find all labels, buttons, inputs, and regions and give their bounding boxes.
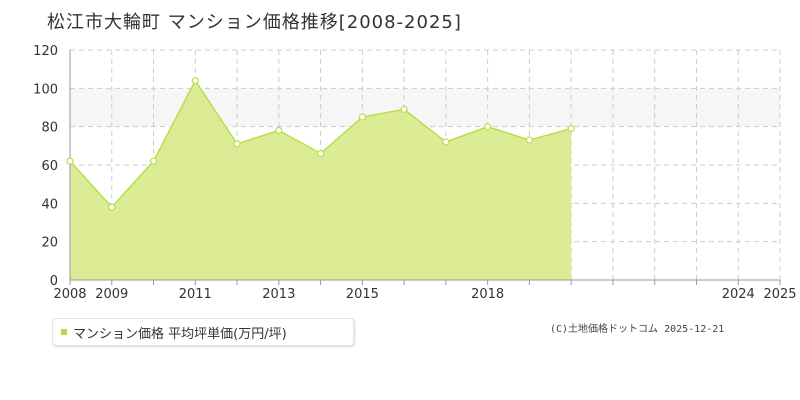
data-point [567,124,575,133]
legend-label: マンション価格 平均坪単価(万円/坪) [73,326,287,342]
legend: マンション価格 平均坪単価(万円/坪) [52,318,354,346]
x-tick-label: 2008 [53,287,86,302]
data-point [400,105,408,114]
data-point [525,136,534,144]
axes [69,50,781,285]
x-tick-label: 2013 [262,287,295,302]
y-tick-label: 40 [41,197,58,212]
x-tick-labels: 2008 2009 2011 2013 2015 2018 2024 2025 [53,287,796,302]
x-tick-label: 2011 [179,287,212,302]
data-point [108,203,116,211]
x-tick-label: 2018 [471,287,504,302]
data-point [66,157,74,165]
x-tick-label: 2024 [722,287,755,302]
data-point [484,123,492,131]
y-tick-label: 80 [41,121,58,136]
data-point [358,113,366,121]
y-tick-label: 20 [41,236,58,251]
y-tick-label: 100 [33,82,58,97]
data-point [442,138,450,146]
y-tick-label: 0 [50,274,58,289]
data-point [233,140,241,148]
x-tick-label: 2015 [346,287,379,302]
legend-marker [61,329,67,335]
x-tick-label: 2009 [95,287,128,302]
y-tick-label: 120 [33,44,58,59]
data-point [275,126,283,135]
data-point [149,157,158,165]
y-tick-label: 60 [41,159,58,174]
data-point [316,149,325,158]
y-tick-labels: 0 20 40 60 80 100 120 [33,44,58,289]
x-tick-label: 2025 [763,287,796,302]
copyright-text: (C)土地価格ドットコム 2025-12-21 [550,324,725,335]
data-points [66,77,575,211]
area-fill [70,80,572,281]
chart-title: 松江市大輪町 マンション価格推移[2008-2025] [47,12,462,33]
data-point [191,77,199,85]
